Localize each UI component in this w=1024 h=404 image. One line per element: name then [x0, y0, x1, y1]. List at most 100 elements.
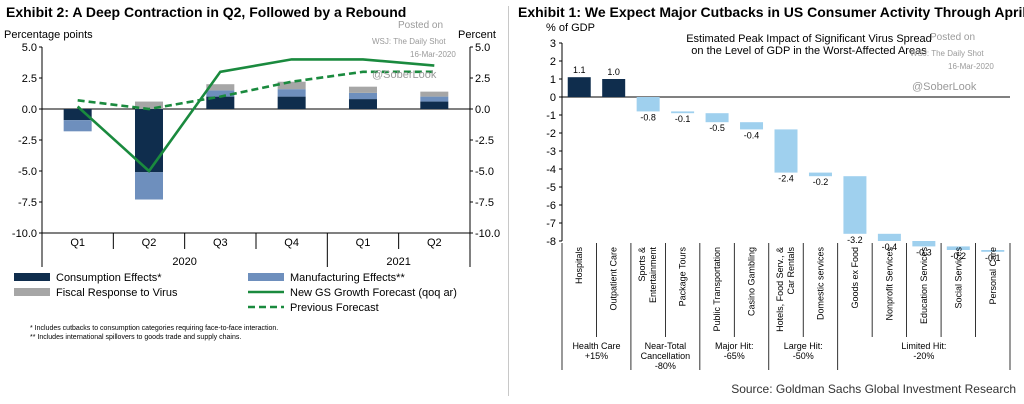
- y-tick-label: -1: [546, 110, 556, 122]
- legend-manufacturing-swatch: [248, 273, 284, 281]
- watermark-date: 16-Mar-2020: [410, 50, 456, 59]
- left-y-tick-label: 2.5: [22, 73, 37, 85]
- category-label-group: Personal Care: [988, 247, 998, 305]
- left-y-tick-label: 0.0: [22, 104, 37, 116]
- category-label-group: Goods ex Food: [850, 247, 860, 309]
- waterfall-bar: [912, 241, 936, 247]
- bar-segment-consumption: [348, 99, 377, 109]
- exhibit-1-chart: % of GDP Estimated Peak Impact of Signifi…: [546, 22, 1011, 371]
- category-label: Goods ex Food: [850, 247, 860, 309]
- category-label: Q3: [213, 237, 228, 249]
- waterfall-bar: [740, 122, 764, 130]
- category-label-group: Sports &Entertainment: [637, 247, 658, 304]
- bar-value-label: -0.5: [709, 123, 725, 133]
- y-tick-label: -5: [546, 182, 556, 194]
- bar-segment-manufacturing: [277, 89, 306, 97]
- y-tick-label: -3: [546, 146, 556, 158]
- category-label-group: Hospitals: [574, 247, 584, 285]
- bar-value-label: -0.2: [951, 251, 967, 261]
- right-y-tick-label: -5.0: [475, 166, 494, 178]
- legend-fiscal-swatch: [14, 288, 50, 296]
- category-label-group: Nonprofit Services: [884, 247, 894, 321]
- legend-fiscal-label: Fiscal Response to Virus: [56, 287, 178, 299]
- category-label: Outpatient Care: [609, 247, 619, 311]
- legend-previous-forecast-label: Previous Forecast: [290, 302, 379, 314]
- left-y-tick-label: -2.5: [18, 135, 37, 147]
- right-y-tick-label: -7.5: [475, 197, 494, 209]
- left-axis-title: Percentage points: [4, 29, 93, 41]
- bar-segment-manufacturing: [420, 96, 449, 102]
- group-label: Large Hit: -50%: [784, 341, 823, 361]
- left-y-tick-label: -7.5: [18, 197, 37, 209]
- y-tick-label: 1: [550, 74, 556, 86]
- bar-segment-fiscal: [134, 101, 163, 109]
- previous-forecast-line: [77, 70, 435, 111]
- waterfall-bar: [981, 250, 1005, 252]
- category-label: Personal Care: [988, 247, 998, 305]
- waterfall-bar: [774, 129, 798, 173]
- waterfall-bar: [808, 172, 832, 177]
- bar-value-label: 1.0: [607, 67, 620, 77]
- footnote: ** Includes international spillovers to …: [30, 334, 241, 341]
- y-tick-label: -2: [546, 128, 556, 140]
- bar-value-label: -0.4: [882, 242, 898, 252]
- waterfall-bar: [705, 113, 729, 123]
- new-forecast-line: [76, 58, 435, 173]
- waterfall-bar: [843, 176, 867, 234]
- legend-consumption-swatch: [14, 273, 50, 281]
- watermark-source: WSJ: The Daily Shot: [910, 49, 984, 58]
- category-label: Q1: [70, 237, 85, 249]
- waterfall-bar: [877, 233, 901, 241]
- category-label-group: Education Services: [919, 247, 929, 325]
- y-tick-label: 3: [550, 38, 556, 50]
- waterfall-bar: [946, 246, 970, 250]
- bar-segment-manufacturing: [206, 90, 235, 97]
- category-label-group: Outpatient Care: [609, 247, 619, 311]
- exhibit-1-panel: Exhibit 1: We Expect Major Cutbacks in U…: [512, 0, 1024, 404]
- category-label: Domestic services: [815, 247, 825, 321]
- right-y-tick-label: 5.0: [475, 42, 490, 54]
- legend-new-forecast-label: New GS Growth Forecast (qoq ar): [290, 287, 457, 299]
- bar-value-label: -0.2: [813, 177, 829, 187]
- category-label-group: Casino Gambling: [747, 247, 757, 316]
- year-label: 2021: [386, 256, 410, 268]
- bar-value-label: 1.1: [573, 65, 586, 75]
- y-tick-label: 2: [550, 56, 556, 68]
- y-tick-label: -6: [546, 200, 556, 212]
- y-axis-title: % of GDP: [546, 22, 595, 34]
- right-y-tick-label: -10.0: [475, 228, 500, 240]
- watermark-date: 16-Mar-2020: [948, 62, 994, 71]
- left-y-tick-label: -10.0: [12, 228, 37, 240]
- waterfall-bar: [671, 111, 695, 114]
- watermark-source: WSJ: The Daily Shot: [372, 37, 446, 46]
- right-y-tick-label: -2.5: [475, 135, 494, 147]
- watermark-handle: @SoberLook: [372, 69, 437, 81]
- group-label: Limited Hit: -20%: [901, 341, 946, 361]
- category-label: Q2: [142, 237, 157, 249]
- group-label: Health Care +15%: [572, 341, 620, 361]
- category-label: Q1: [356, 237, 371, 249]
- watermark-posted: Posted on: [398, 20, 443, 31]
- exhibit-2-title: Exhibit 2: A Deep Contraction in Q2, Fol…: [6, 4, 407, 20]
- category-label-group: Hotels, Food Serv., &Car Rentals: [775, 247, 796, 332]
- bar-segment-fiscal: [348, 86, 377, 93]
- exhibit-2-panel: Exhibit 2: A Deep Contraction in Q2, Fol…: [0, 0, 500, 404]
- waterfall-bar: [567, 77, 591, 97]
- group-label: Major Hit: -65%: [715, 341, 754, 361]
- category-label: Nonprofit Services: [884, 247, 894, 321]
- category-label: Education Services: [919, 247, 929, 325]
- y-tick-label: -7: [546, 218, 556, 230]
- left-y-tick-label: -5.0: [18, 166, 37, 178]
- category-label: Social Services: [953, 247, 963, 309]
- bar-segment-manufacturing: [63, 120, 92, 132]
- legend-manufacturing-label: Manufacturing Effects**: [290, 272, 405, 284]
- waterfall-bar: [602, 79, 626, 97]
- category-label: Sports &Entertainment: [637, 247, 658, 304]
- category-label-group: Domestic services: [815, 247, 825, 321]
- category-label: Public Transportation: [712, 247, 722, 332]
- y-tick-label: -8: [546, 236, 556, 248]
- category-label-group: Public Transportation: [712, 247, 722, 332]
- waterfall-bar: [636, 97, 660, 112]
- right-y-tick-label: 0.0: [475, 104, 490, 116]
- bar-segment-consumption: [206, 96, 235, 109]
